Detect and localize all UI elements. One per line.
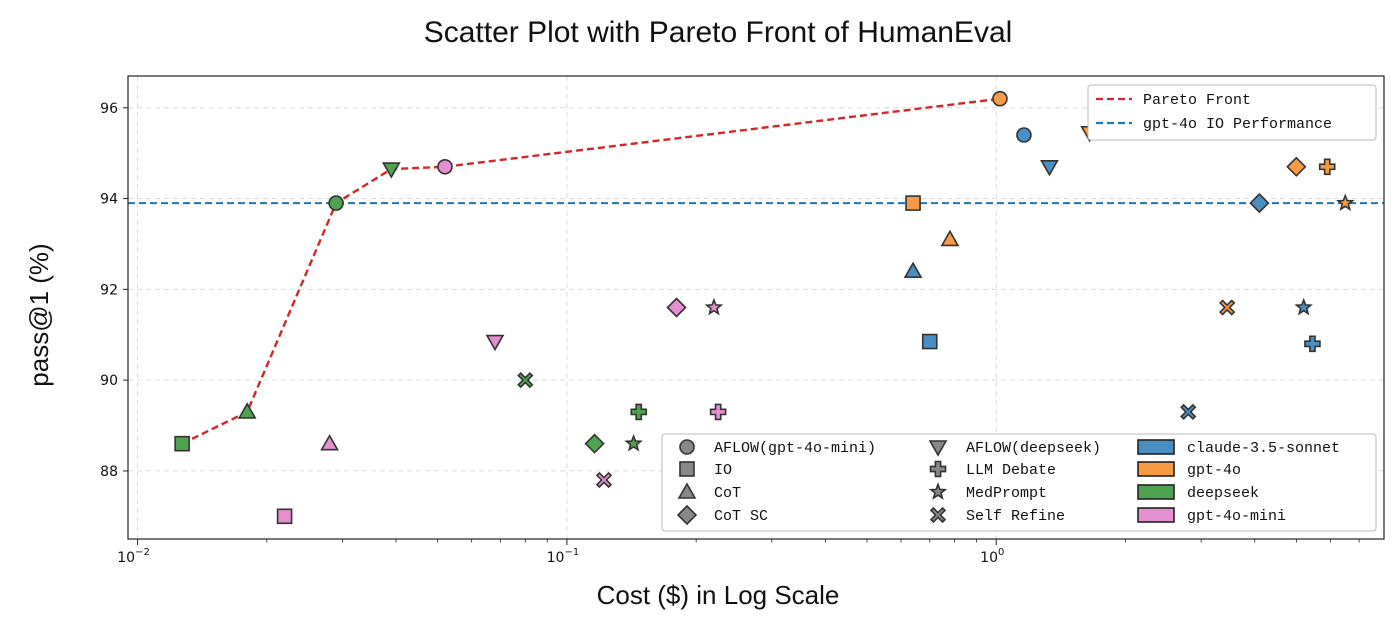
point-gpt-4o-mini-io [276,508,293,525]
y-axis-label: pass@1 (%) [24,243,54,386]
data-points [174,90,1355,525]
legend-marker-cot [677,482,697,499]
legend-label-cot: CoT [714,485,741,502]
legend-marker-llm-debate [929,460,947,478]
legend-top-frame [1087,84,1377,141]
point-claude-3-5-sonnet-self-refine [1180,403,1197,421]
point-gpt-4o-aflow-gpt-4o-mini [992,90,1008,107]
x-tick-label: 10−1 [547,547,580,566]
point-gpt-4o-mini-cot-sc [666,297,687,318]
point-gpt-4o-mini-self-refine [595,471,613,489]
chart-title: Scatter Plot with Pareto Front of HumanE… [424,16,1013,49]
legend-swatch-deepseek [1137,484,1175,500]
pareto-front-line [181,97,1001,445]
legend-markers: AFLOW(gpt-4o-mini) IO CoT CoT SC AFLOW(deeps… [661,433,1377,532]
legend-label-aflow-gpt-4o-mini: AFLOW(gpt-4o-mini) [714,440,876,457]
legend-lines: Pareto Front gpt-4o IO Performance [1087,84,1377,141]
y-tick-label: 96 [100,101,118,117]
legend-marker-medprompt [928,482,948,500]
legend-marker-aflow-gpt-4o-mini [679,439,695,455]
legend-marker-self-refine [929,506,947,524]
legend-marker-aflow-deepseek [928,440,948,457]
point-claude-3-5-sonnet-aflow-deepseek [1040,159,1059,177]
legend-label-deepseek: deepseek [1187,485,1259,502]
y-tick-label: 88 [100,464,118,480]
point-gpt-4o-medprompt [1336,193,1355,211]
legend-label-io: IO [714,462,732,479]
point-claude-3-5-sonnet-aflow-gpt-4o-mini [1016,127,1032,143]
y-tick-label: 92 [100,282,118,298]
legend-baseline-label: gpt-4o IO Performance [1143,116,1332,133]
x-tick-label: 10−2 [117,547,150,566]
x-tick-label: 100 [980,547,1004,566]
point-deepseek-io [174,435,190,452]
legend-swatch-claude-3-5-sonnet [1137,439,1175,455]
point-deepseek-llm-debate [630,403,648,421]
point-claude-3-5-sonnet-io [921,333,938,350]
point-gpt-4o-cot [940,229,960,247]
legend-swatch-gpt-4o-mini [1137,507,1175,523]
point-claude-3-5-sonnet-medprompt [1294,297,1313,316]
point-gpt-4o-mini-medprompt [704,297,724,316]
legend-marker-io [679,461,695,477]
point-gpt-4o-mini-aflow-gpt-4o-mini [437,158,453,175]
point-claude-3-5-sonnet-llm-debate [1304,335,1321,353]
point-claude-3-5-sonnet-cot-sc [1249,192,1270,214]
point-claude-3-5-sonnet-cot [903,261,923,278]
y-tick-label: 94 [100,192,118,208]
point-gpt-4o-mini-aflow-deepseek [485,334,505,352]
point-deepseek-aflow-deepseek [381,162,401,179]
legend-label-medprompt: MedPrompt [966,485,1047,502]
legend-label-llm-debate: LLM Debate [966,462,1056,479]
legend-label-gpt-4o: gpt-4o [1187,462,1241,479]
legend-label-self-refine: Self Refine [966,508,1065,525]
legend-label-claude-3-5-sonnet: claude-3.5-sonnet [1187,440,1340,457]
y-tick-label: 90 [100,373,118,389]
legend-swatch-gpt-4o [1137,461,1175,477]
pareto-layer [181,97,1001,445]
point-gpt-4o-mini-cot [320,434,339,451]
legend-label-cot-sc: CoT SC [714,508,768,525]
point-gpt-4o-mini-llm-debate [709,403,727,421]
legend-marker-cot-sc [676,504,698,526]
legend-bottom-frame [661,433,1377,532]
point-deepseek-cot-sc [584,433,605,454]
point-gpt-4o-llm-debate [1318,158,1336,176]
legend-pareto-label: Pareto Front [1143,92,1251,109]
point-gpt-4o-io [905,195,921,211]
legend-label-gpt-4o-mini: gpt-4o-mini [1187,508,1286,525]
legend-label-aflow-deepseek: AFLOW(deepseek) [966,440,1101,457]
point-deepseek-medprompt [624,433,643,452]
plot-area-frame [127,75,1385,540]
point-gpt-4o-self-refine [1219,299,1236,316]
x-axis-label: Cost ($) in Log Scale [597,580,840,610]
point-deepseek-cot [237,402,257,419]
point-deepseek-self-refine [517,371,534,389]
point-deepseek-aflow-gpt-4o-mini [328,195,344,211]
point-gpt-4o-cot-sc [1286,156,1307,177]
